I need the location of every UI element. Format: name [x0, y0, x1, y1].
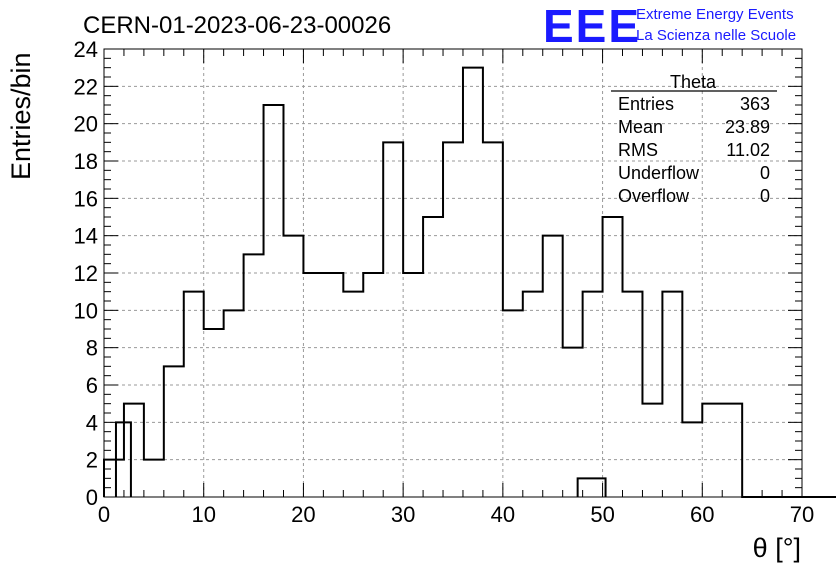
x-tick-label: 20 — [291, 502, 315, 527]
eee-logo: EEE Extreme Energy Events La Scienza nel… — [543, 0, 796, 52]
y-tick-label: 18 — [74, 149, 98, 174]
x-tick-labels: 0 10 20 30 40 50 60 70 — [98, 502, 814, 527]
histogram-bin — [642, 404, 662, 497]
x-tick-label: 0 — [98, 502, 110, 527]
axis-ticks — [103, 48, 803, 498]
stats-label-overflow: Overflow — [618, 186, 690, 206]
histogram-bin — [184, 292, 204, 497]
histogram-bin — [283, 236, 303, 497]
histogram-bin — [623, 292, 643, 497]
stats-value-rms: 11.02 — [726, 140, 770, 160]
y-tick-label: 6 — [86, 373, 98, 398]
x-tick-label: 50 — [590, 502, 614, 527]
y-tick-label: 12 — [74, 261, 98, 286]
histogram-bin — [443, 142, 463, 497]
x-tick-label: 60 — [690, 502, 714, 527]
histogram-bin — [523, 292, 543, 497]
histogram-bin — [702, 404, 722, 497]
stats-value-overflow: 0 — [760, 186, 770, 206]
stats-label-entries: Entries — [618, 94, 674, 114]
y-tick-label: 0 — [86, 485, 98, 510]
histogram-bin — [503, 310, 523, 497]
y-tick-label: 14 — [74, 224, 98, 249]
histogram-bin — [543, 236, 563, 497]
stats-value-underflow: 0 — [760, 163, 770, 183]
histogram-bin — [583, 292, 603, 497]
stats-label-underflow: Underflow — [618, 163, 700, 183]
stats-box: Theta Entries 363 Mean 23.89 RMS 11.02 U… — [611, 72, 777, 206]
grid-lines — [104, 49, 802, 497]
histogram-bin — [662, 292, 682, 497]
stats-label-rms: RMS — [618, 140, 658, 160]
histogram-bin — [722, 404, 742, 497]
y-tick-label: 8 — [86, 336, 98, 361]
chart-title: CERN-01-2023-06-23-00026 — [83, 12, 391, 39]
stats-label-mean: Mean — [618, 117, 663, 137]
histogram-bin — [204, 329, 224, 497]
y-tick-label: 4 — [86, 410, 98, 435]
x-tick-label: 40 — [491, 502, 515, 527]
stats-value-mean: 23.89 — [725, 117, 770, 137]
histogram-bin-extra — [576, 477, 607, 497]
histogram-bin — [603, 217, 623, 497]
y-tick-label: 10 — [74, 298, 98, 323]
histogram-bin — [483, 142, 503, 497]
histogram-bin — [124, 404, 144, 497]
plot-frame — [103, 48, 803, 498]
stats-value-entries: 363 — [740, 94, 770, 114]
y-tick-label: 20 — [74, 112, 98, 137]
histogram-bin — [224, 310, 244, 497]
histogram-bin — [343, 292, 363, 497]
histogram-bin — [423, 217, 443, 497]
y-tick-label: 2 — [86, 448, 98, 473]
histogram-bin — [264, 105, 284, 497]
x-tick-label: 70 — [790, 502, 814, 527]
x-tick-label: 30 — [391, 502, 415, 527]
eee-logo-text: EEE — [543, 0, 641, 52]
y-axis-label: Entries/bin — [6, 52, 36, 180]
histogram-bin — [383, 142, 403, 497]
logo-line-2: La Scienza nelle Scuole — [636, 27, 796, 44]
histogram-bin — [463, 68, 483, 497]
histogram-bin — [144, 460, 164, 497]
logo-line-1: Extreme Energy Events — [636, 6, 794, 23]
histogram-bin — [244, 254, 264, 497]
x-axis-label: θ [°] — [753, 533, 801, 563]
y-tick-label: 22 — [74, 74, 98, 99]
histogram-bin — [164, 366, 184, 497]
y-tick-label: 24 — [74, 37, 98, 62]
x-tick-label: 10 — [191, 502, 215, 527]
stats-title: Theta — [670, 72, 717, 92]
y-tick-label: 16 — [74, 186, 98, 211]
